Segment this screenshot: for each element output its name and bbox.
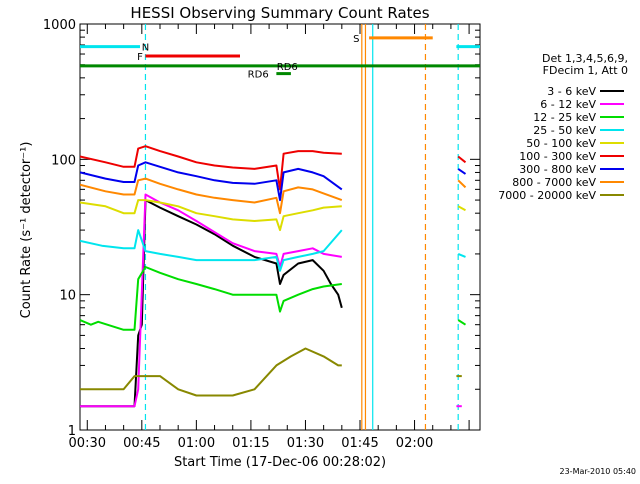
- series-line: [80, 347, 342, 397]
- chart-title: HESSI Observing Summary Count Rates: [130, 4, 429, 22]
- series-line: [80, 145, 342, 191]
- flag-bar-label: N: [142, 43, 149, 54]
- y-axis-label: Count Rate (s⁻¹ detector⁻¹): [19, 142, 34, 319]
- x-tick-label: 00:30: [69, 436, 106, 451]
- footer-timestamp: 23-Mar-2010 05:40: [560, 467, 637, 476]
- y-tick-label: 1000: [43, 18, 76, 33]
- x-tick-label: 01:15: [232, 436, 269, 451]
- series-line: [457, 168, 467, 175]
- legend-entry-label: 800 - 7000 keV: [512, 176, 596, 189]
- legend-entry-label: 6 - 12 keV: [540, 98, 596, 111]
- series-line: [457, 319, 467, 326]
- legend-entry-label: 12 - 25 keV: [533, 111, 596, 124]
- flag-bar-label: RD6: [248, 70, 269, 81]
- plot-area: 1 10 100 1000 00:30 00:45 01:00 01:15 01:30 01:45…: [43, 18, 481, 451]
- legend-entry-label: 7000 - 20000 keV: [498, 189, 596, 202]
- y-tick-label: 1: [68, 424, 76, 439]
- y-tick-label: 10: [59, 289, 76, 304]
- series-line: [80, 161, 343, 202]
- series-line: [80, 199, 342, 232]
- data-layer: NF RD6 RD6 S: [80, 24, 480, 430]
- legend: Det 1,3,4,5,6,9,FDecim 1, Att 0 3 - 6 keV…: [498, 52, 628, 202]
- x-tick-label: 01:00: [178, 436, 215, 451]
- legend-entry-label: 3 - 6 keV: [547, 85, 596, 98]
- legend-entry-label: 25 - 50 keV: [533, 124, 596, 137]
- flag-bar-label: S: [353, 34, 359, 45]
- series-line: [80, 266, 342, 331]
- series-line: [80, 199, 343, 408]
- series-line: [80, 193, 342, 408]
- series-line: [80, 177, 343, 215]
- x-tick-label: 01:30: [287, 436, 324, 451]
- x-tick-label: 01:45: [341, 436, 378, 451]
- series-line: [457, 179, 467, 189]
- flag-bar-label: RD6: [277, 62, 298, 73]
- legend-entry-label: 100 - 300 keV: [519, 150, 596, 163]
- series-line: [457, 205, 466, 212]
- series-line: [80, 229, 343, 272]
- y-tick-label: 100: [51, 153, 76, 168]
- legend-header: FDecim 1, Att 0: [543, 64, 628, 77]
- legend-header: Det 1,3,4,5,6,9,: [542, 52, 628, 65]
- legend-entry-label: 300 - 800 keV: [519, 163, 596, 176]
- x-tick-label: 00:45: [123, 436, 160, 451]
- series-line: [457, 252, 466, 258]
- flag-bar-label: F: [137, 52, 143, 63]
- x-tick-label: 02:00: [396, 436, 433, 451]
- series-line: [457, 155, 467, 164]
- plot-frame: [79, 23, 481, 431]
- x-axis-label: Start Time (17-Dec-06 00:28:02): [174, 455, 386, 470]
- legend-entry-label: 50 - 100 keV: [526, 137, 596, 150]
